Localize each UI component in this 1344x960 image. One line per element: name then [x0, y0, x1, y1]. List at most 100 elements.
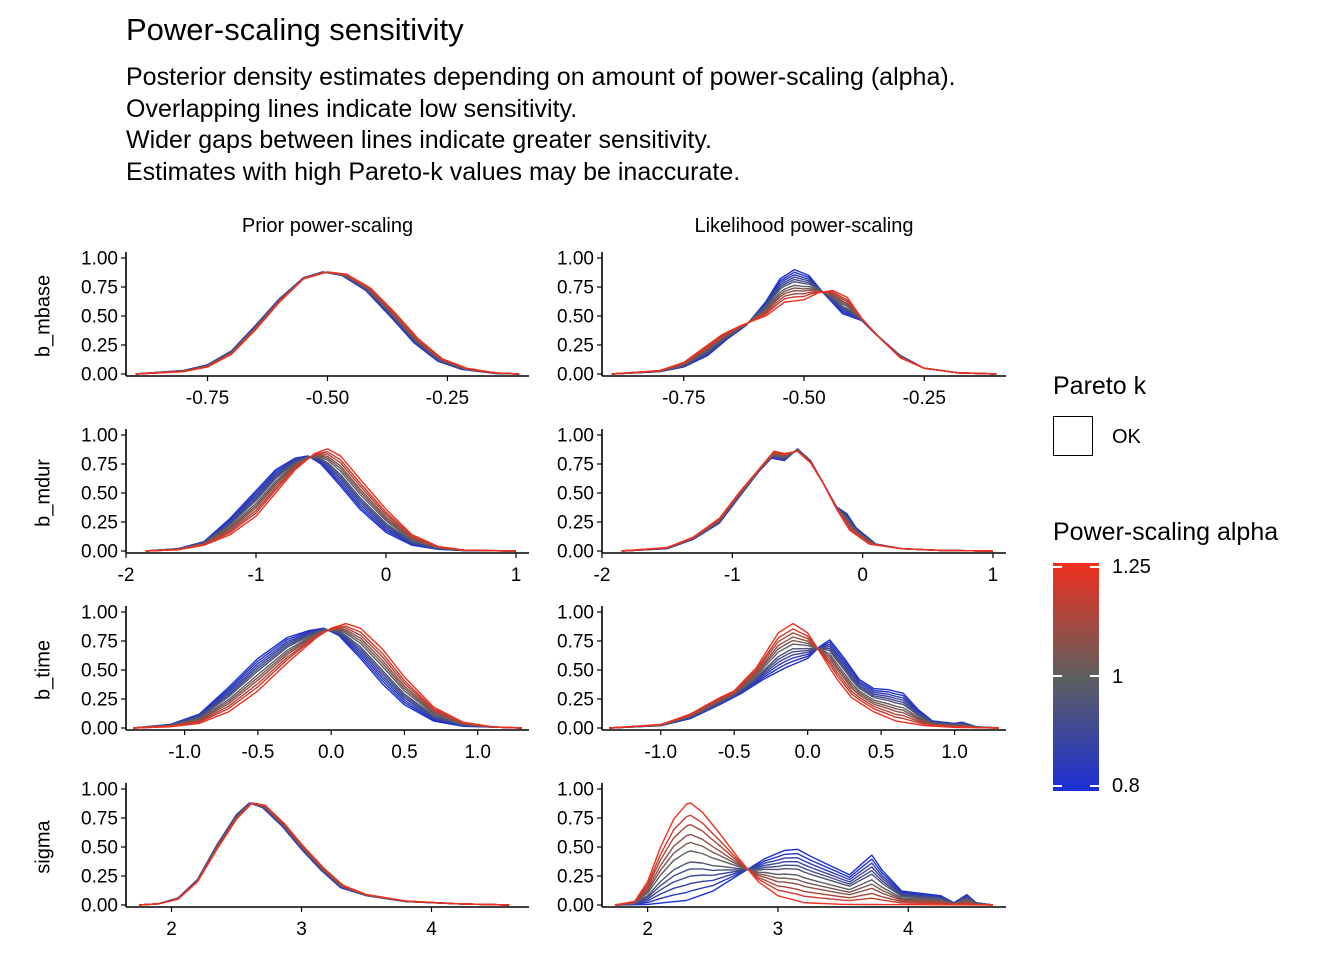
x-tick-label: -1 [724, 565, 741, 586]
density-line-sigma-prior-alpha-1.08 [138, 802, 510, 906]
row-label-b_mdur: b_mdur [32, 459, 54, 527]
density-line-sigma-prior-alpha-0.89 [138, 802, 510, 906]
x-tick-label: 1.0 [941, 742, 967, 763]
density-line-b_mbase-likelihood-alpha-1.18 [611, 291, 997, 375]
density-line-sigma-likelihood-alpha-1.08 [614, 833, 994, 906]
x-tick-label: 4 [903, 919, 914, 940]
subtitle-line: Wider gaps between lines indicate greate… [126, 126, 712, 154]
density-line-b_mbase-likelihood-alpha-1.13 [611, 290, 997, 375]
y-tick-label: 0.50 [557, 307, 594, 328]
density-line-sigma-likelihood-alpha-0.86 [614, 857, 994, 906]
x-tick-label: 1.0 [464, 742, 490, 763]
x-tick-label: 1 [511, 565, 522, 586]
y-tick-label: 0.50 [557, 661, 594, 682]
subtitle-line: Estimates with high Pareto-k values may … [126, 157, 741, 186]
facet-label-prior: Prior power-scaling [242, 215, 413, 237]
density-line-b_time-prior-alpha-0.89 [133, 628, 522, 729]
panel-sigma-likelihood: 0.00 0.25 0.50 0.75 1.00 2 3 4 [557, 780, 1006, 940]
density-line-b_mbase-prior-alpha-0.89 [135, 271, 520, 375]
x-tick-label: -2 [594, 565, 611, 586]
y-tick-label: 0.50 [557, 484, 594, 505]
density-line-b_mbase-likelihood-alpha-1.08 [611, 289, 997, 375]
density-line-b_mbase-prior-alpha-0.83 [135, 271, 520, 375]
density-line-sigma-likelihood-alpha-0.92 [614, 864, 994, 906]
panel-b_mdur-prior: 0.00 0.25 0.50 0.75 1.00 -2 -1 0 1 [81, 426, 529, 586]
density-line-b_time-likelihood-alpha-1.18 [609, 628, 999, 729]
panel-b_mbase-likelihood: 0.00 0.25 0.50 0.75 1.00 -0.75 -0.50 -0.25 [557, 249, 1006, 409]
y-tick-label: 0.00 [557, 719, 594, 740]
colorbar-label-low: 0.8 [1112, 775, 1140, 797]
panel-b_time-likelihood: 0.00 0.25 0.50 0.75 1.00 -1.0 -0.5 0.0 0.5 1.0 [557, 603, 1006, 763]
y-tick-label: 1.00 [81, 780, 118, 801]
density-line-b_mdur-likelihood-alpha-0.8 [621, 448, 994, 552]
density-line-b_time-prior-alpha-1.25 [133, 622, 522, 729]
density-line-b_mdur-likelihood-alpha-0.83 [621, 448, 994, 552]
density-line-b_mdur-prior-alpha-1.04 [145, 455, 517, 552]
density-line-b_mbase-prior-alpha-0.92 [135, 271, 520, 375]
colorbar-tick [1090, 785, 1099, 787]
y-tick-label: 1.00 [81, 603, 118, 624]
density-line-b_mdur-prior-alpha-1.25 [145, 448, 517, 552]
subtitle-line: Overlapping lines indicate low sensitivi… [126, 94, 578, 123]
density-line-b_mdur-prior-alpha-0.95 [145, 456, 517, 552]
row-label-b_mbase: b_mbase [32, 275, 54, 357]
y-tick-label: 0.00 [557, 365, 594, 386]
subtitle-line: Posterior density estimates depending on… [126, 63, 956, 91]
density-line-b_time-likelihood-alpha-0.95 [609, 647, 999, 729]
y-tick-label: 0.50 [557, 838, 594, 859]
y-tick-label: 1.00 [557, 426, 594, 447]
density-line-sigma-prior-alpha-1.13 [138, 802, 510, 906]
density-line-b_mdur-prior-alpha-1 [145, 456, 517, 552]
facet-label-likelihood: Likelihood power-scaling [694, 215, 913, 237]
y-tick-label: 0.25 [81, 690, 118, 711]
density-line-b_mdur-likelihood-alpha-0.86 [621, 448, 994, 552]
y-tick-label: 0.75 [557, 455, 594, 476]
y-tick-label: 1.00 [81, 426, 118, 447]
x-tick-label: -0.75 [186, 388, 229, 409]
density-line-b_mdur-prior-alpha-0.86 [145, 455, 517, 552]
x-tick-label: -0.75 [662, 388, 705, 409]
density-line-sigma-likelihood-alpha-1.25 [614, 802, 994, 906]
y-tick-label: 0.75 [557, 278, 594, 299]
x-tick-label: -1 [248, 565, 265, 586]
density-line-sigma-likelihood-alpha-0.89 [614, 861, 994, 906]
y-tick-label: 1.00 [557, 603, 594, 624]
x-tick-label: -0.50 [782, 388, 825, 409]
density-line-b_time-prior-alpha-1.18 [133, 625, 522, 729]
density-line-b_mdur-likelihood-alpha-1.13 [621, 450, 994, 552]
density-line-b_mdur-likelihood-alpha-1 [621, 449, 994, 552]
y-tick-label: 0.00 [557, 896, 594, 917]
density-line-sigma-likelihood-alpha-0.8 [614, 848, 994, 906]
density-line-b_time-prior-alpha-0.86 [133, 628, 522, 729]
density-line-sigma-prior-alpha-0.83 [138, 802, 510, 906]
x-tick-label: -2 [118, 565, 135, 586]
y-tick-label: 0.25 [81, 513, 118, 534]
density-line-b_time-prior-alpha-0.83 [133, 627, 522, 729]
x-tick-label: -0.5 [242, 742, 275, 763]
density-line-b_mdur-likelihood-alpha-1.08 [621, 449, 994, 552]
x-tick-label: -0.25 [426, 388, 469, 409]
density-line-b_mbase-prior-alpha-1 [135, 271, 520, 375]
y-tick-label: 1.00 [557, 249, 594, 270]
density-line-b_time-prior-alpha-1.08 [133, 628, 522, 729]
density-line-sigma-likelihood-alpha-1.18 [614, 814, 994, 906]
density-line-b_mbase-likelihood-alpha-0.83 [611, 271, 997, 375]
y-tick-label: 0.75 [81, 278, 118, 299]
chart-title: Power-scaling sensitivity [126, 12, 464, 47]
density-line-b_mbase-likelihood-alpha-0.95 [611, 281, 997, 375]
y-tick-label: 0.50 [81, 307, 118, 328]
colorbar-tick [1053, 566, 1062, 568]
y-tick-label: 0.25 [557, 690, 594, 711]
density-line-b_mdur-likelihood-alpha-0.95 [621, 449, 994, 552]
x-tick-label: 0 [857, 565, 868, 586]
y-tick-label: 0.75 [81, 632, 118, 653]
y-tick-label: 0.50 [81, 484, 118, 505]
density-line-b_mbase-prior-alpha-1.13 [135, 271, 520, 375]
density-line-b_mbase-likelihood-alpha-1 [611, 284, 997, 375]
density-line-sigma-prior-alpha-0.8 [138, 802, 510, 906]
y-tick-label: 0.00 [81, 896, 118, 917]
density-line-b_mdur-likelihood-alpha-1.04 [621, 449, 994, 552]
x-tick-label: 0.0 [794, 742, 820, 763]
y-tick-label: 0.75 [557, 632, 594, 653]
